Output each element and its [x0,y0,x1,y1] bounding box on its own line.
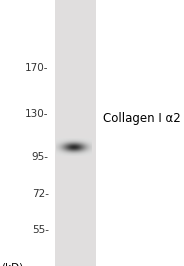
Text: 55-: 55- [32,225,49,235]
Text: 72-: 72- [32,189,49,199]
Text: 170-: 170- [25,63,49,73]
Bar [55,0,96,266]
Text: Collagen I α2: Collagen I α2 [103,112,181,125]
Text: 95-: 95- [32,152,49,162]
Text: 130-: 130- [25,109,49,119]
Text: (kD): (kD) [1,262,23,266]
